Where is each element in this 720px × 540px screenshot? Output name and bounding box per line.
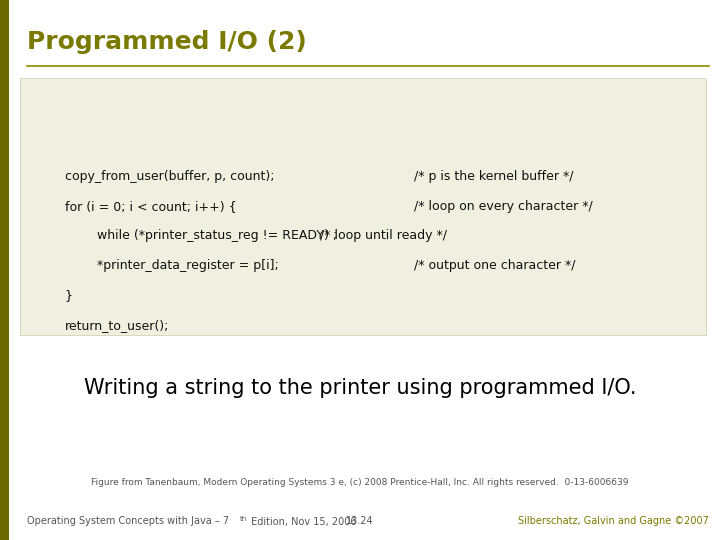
- Text: /* loop until ready */: /* loop until ready */: [320, 230, 447, 242]
- FancyBboxPatch shape: [20, 78, 706, 335]
- Text: Edition, Nov 15, 2006: Edition, Nov 15, 2006: [248, 516, 357, 526]
- Text: th: th: [240, 516, 247, 522]
- Text: Programmed I/O (2): Programmed I/O (2): [27, 30, 307, 53]
- Text: Silberschatz, Galvin and Gagne ©2007: Silberschatz, Galvin and Gagne ©2007: [518, 516, 709, 526]
- Text: *printer_data_register = p[i];: *printer_data_register = p[i];: [65, 259, 279, 272]
- Text: Writing a string to the printer using programmed I/O.: Writing a string to the printer using pr…: [84, 378, 636, 398]
- Text: }: }: [65, 289, 73, 302]
- Text: /* p is the kernel buffer */: /* p is the kernel buffer */: [414, 170, 574, 183]
- Text: /* output one character */: /* output one character */: [414, 259, 575, 272]
- Text: Operating System Concepts with Java – 7: Operating System Concepts with Java – 7: [27, 516, 230, 526]
- Text: while (*printer_status_reg != READY) ;: while (*printer_status_reg != READY) ;: [65, 230, 337, 242]
- Text: for (i = 0; i < count; i++) {: for (i = 0; i < count; i++) {: [65, 200, 236, 213]
- Text: copy_from_user(buffer, p, count);: copy_from_user(buffer, p, count);: [65, 170, 274, 183]
- Text: 13.24: 13.24: [346, 516, 374, 526]
- Text: /* loop on every character */: /* loop on every character */: [414, 200, 593, 213]
- Bar: [0, 0, 9, 540]
- Text: Figure from Tanenbaum, Modern Operating Systems 3 e, (c) 2008 Prentice-Hall, Inc: Figure from Tanenbaum, Modern Operating …: [91, 478, 629, 487]
- Text: return_to_user();: return_to_user();: [65, 319, 169, 332]
